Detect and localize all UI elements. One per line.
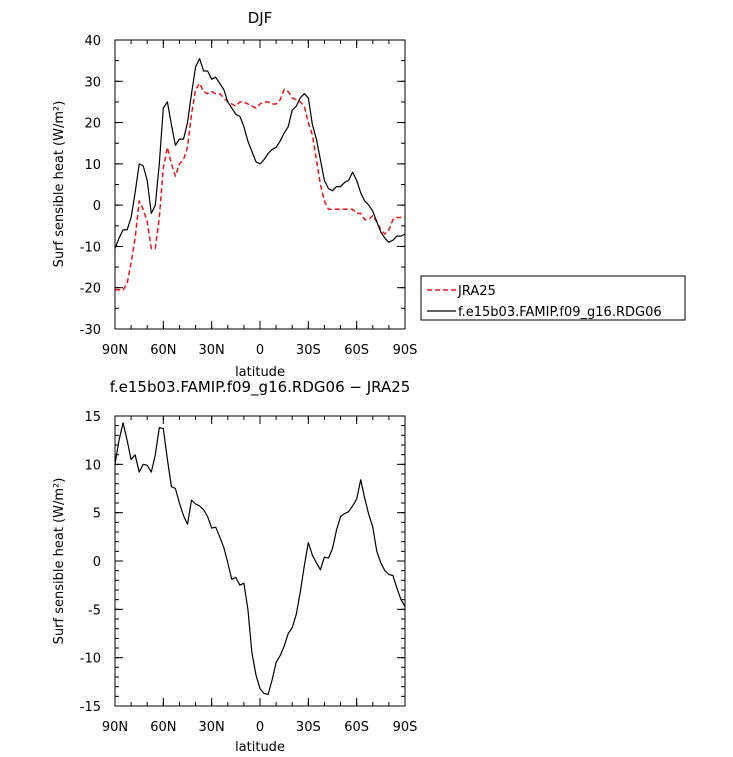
x-tick-label-djf: 30S [296,343,321,358]
chart-difference: f.e15b03.FAMIP.f09_g16.RDG06 − JRA25 90N… [52,378,417,755]
y-tick-label-difference: 0 [93,555,101,570]
y-tick-label-difference: -10 [80,652,101,667]
y-tick-label-djf: 30 [84,75,101,90]
y-axis-label-difference: Surf sensible heat (W/m²) [52,478,67,645]
x-tick-label-difference: 90N [102,720,128,735]
y-tick-label-djf: 0 [93,199,101,214]
y-ticks-djf: -30 -20 -10 0 10 20 30 40 [80,34,405,338]
x-tick-label-djf: 60S [344,343,369,358]
x-tick-label-djf: 90S [393,343,418,358]
series-group-difference [114,422,406,696]
x-axis-label-difference: latitude [235,740,285,755]
x-ticks-djf: 90N 60N 30N 0 30S 60S 90S [102,40,418,358]
y-axis-label-djf: Surf sensible heat (W/m²) [52,101,67,268]
chart-title-difference: f.e15b03.FAMIP.f09_g16.RDG06 − JRA25 [110,378,411,397]
x-tick-label-difference: 30S [296,720,321,735]
y-tick-label-difference: 10 [84,458,101,473]
chart-djf: DJF 90N 60N 30N 0 30S 60S 90S -30 -20 -10 0 10 20 30… [52,9,686,380]
x-tick-label-djf: 30N [199,343,225,358]
x-tick-label-djf: 0 [256,343,264,358]
y-tick-label-djf: 40 [84,34,101,49]
x-tick-label-difference: 30N [199,720,225,735]
chart-title-djf: DJF [248,9,273,27]
x-tick-label-difference: 90S [393,720,418,735]
y-tick-label-djf: -20 [80,282,101,297]
plot-frame-djf [114,39,406,330]
legend-label-jra25: JRA25 [457,284,496,299]
x-tick-label-djf: 60N [150,343,176,358]
legend-label-model: f.e15b03.FAMIP.f09_g16.RDG06 [458,305,662,320]
y-tick-label-difference: -5 [88,603,101,618]
x-tick-label-difference: 60S [344,720,369,735]
y-tick-label-djf: 20 [84,117,101,132]
y-ticks-difference: -15 -10 -5 0 5 10 15 [80,410,405,715]
series-group-djf [114,57,406,291]
series-line-difference-0 [114,422,406,696]
y-tick-label-djf: -10 [80,240,101,255]
x-tick-label-difference: 60N [150,720,176,735]
plot-frame-difference [114,415,406,707]
legend: JRA25 f.e15b03.FAMIP.f09_g16.RDG06 [420,275,686,321]
x-ticks-difference: 90N 60N 30N 0 30S 60S 90S [102,416,418,735]
series-line-djf-0 [115,82,405,291]
x-tick-label-difference: 0 [256,720,264,735]
y-tick-label-difference: 5 [93,507,101,522]
y-tick-label-djf: -30 [80,323,101,338]
x-tick-label-djf: 90N [102,343,128,358]
y-tick-label-difference: 15 [84,410,101,425]
series-line-djf-1 [114,57,406,249]
y-tick-label-difference: -15 [80,700,101,715]
x-axis-label-djf: latitude [235,365,285,380]
y-tick-label-djf: 10 [84,158,101,173]
legend-box [420,275,686,321]
